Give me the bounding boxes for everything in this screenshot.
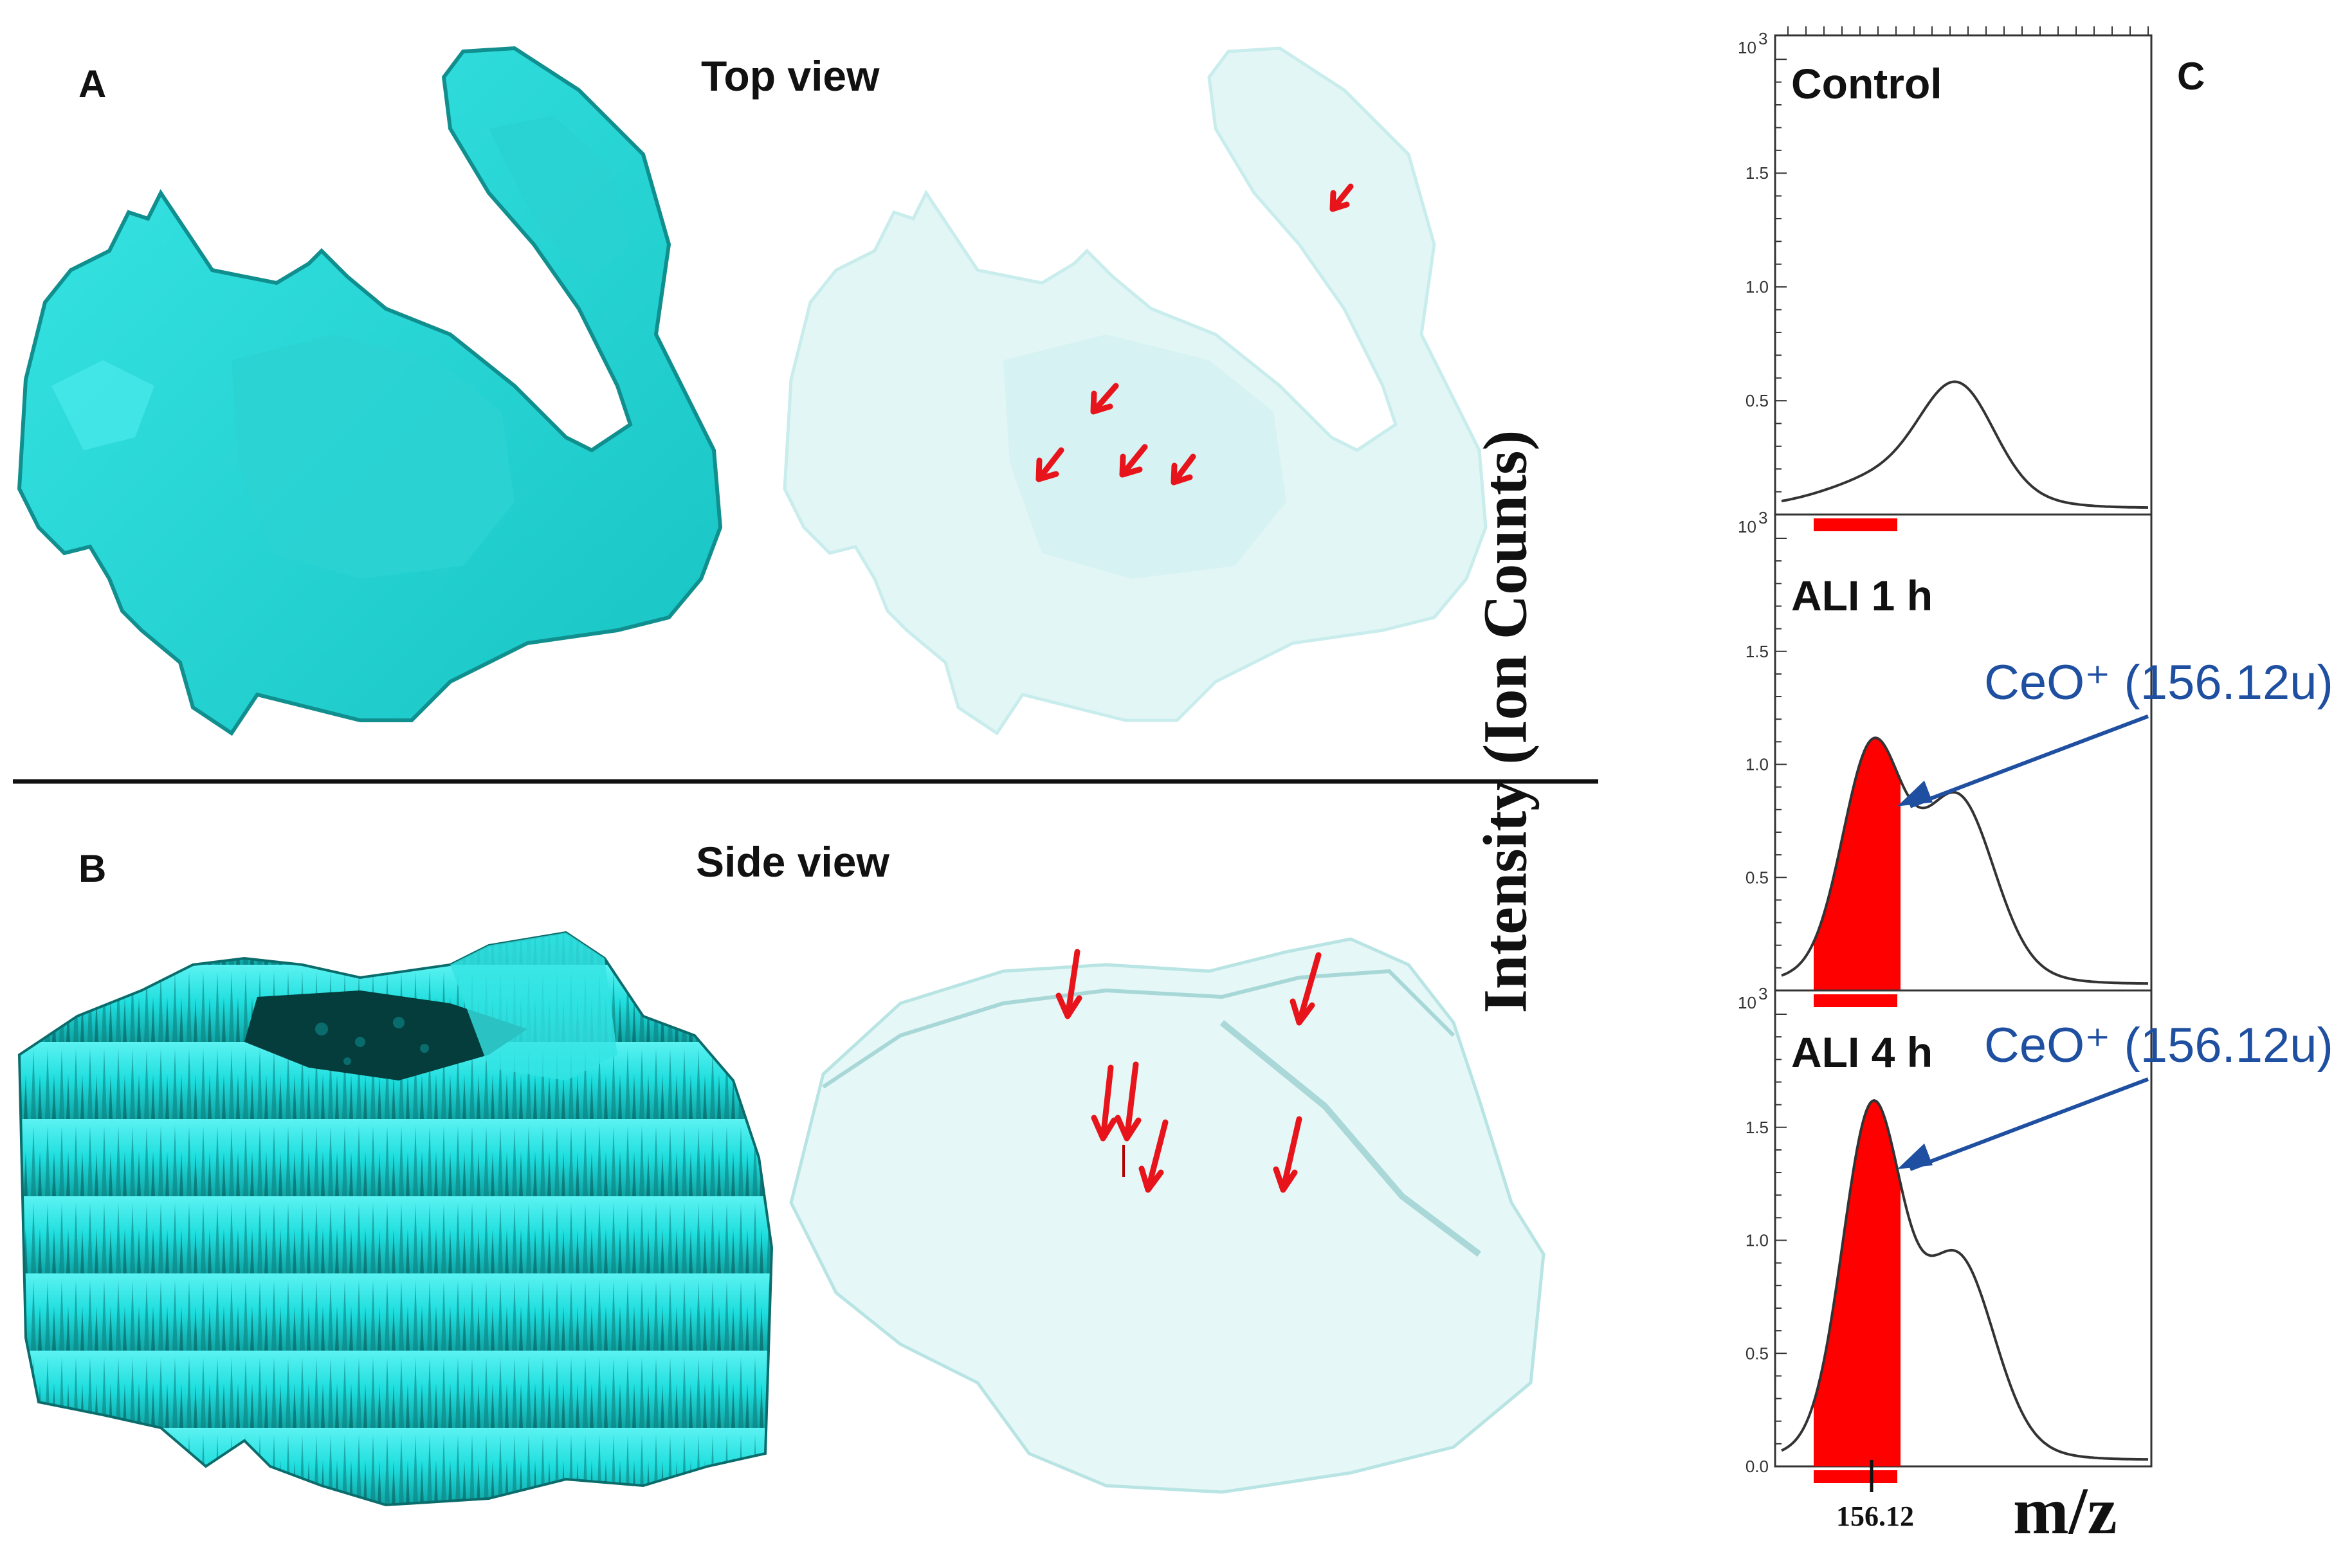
x-tick-label: 156.12 <box>1836 1500 1914 1532</box>
peak-fill-156 <box>1814 1100 1901 1466</box>
arrow-head-icon <box>1897 1143 1933 1169</box>
mass-window-bar <box>1814 994 1897 1007</box>
y-tick-label: 0.0 <box>1746 1457 1769 1476</box>
spectrum-line <box>1781 1099 2149 1461</box>
annotation-arrow <box>1909 1077 2149 1171</box>
y-tick-label: 1.0 <box>1746 755 1769 774</box>
panel-label-a: A <box>78 62 107 105</box>
y-tick-label: 0.5 <box>1746 868 1769 887</box>
y-tick-label: 1.5 <box>1746 163 1769 183</box>
y-tick-label: 1.0 <box>1746 1231 1769 1250</box>
cell-side-view-translucent <box>789 937 1545 1494</box>
y-exponent-label: 10 <box>1738 993 1756 1012</box>
cell-top-view-translucent <box>783 46 1488 736</box>
annotation-arrow <box>1909 714 2149 808</box>
mass-window-bar <box>1814 1470 1897 1483</box>
panel-label-b: B <box>78 847 107 890</box>
spectrum-title-control: Control <box>1791 60 1942 107</box>
y-tick-label: 0.5 <box>1746 391 1769 410</box>
arrow-icon <box>1035 183 1354 486</box>
spectrum-title-ali-1h: ALI 1 h <box>1791 572 1933 619</box>
y-exponent-power: 3 <box>1758 984 1767 1003</box>
top-view-title: Top view <box>701 52 880 100</box>
annotation-ceo-4h: CeO⁺ (156.12u) <box>1984 1018 2333 1073</box>
cell-side-view-solid <box>17 931 774 1507</box>
y-tick-label: 1.0 <box>1746 277 1769 296</box>
spectrum-line <box>1781 380 2148 509</box>
y-tick-label: 1.5 <box>1746 642 1769 661</box>
x-axis-label: m/z <box>2013 1474 2117 1548</box>
arrow-head-icon <box>1897 780 1933 807</box>
y-exponent-label: 10 <box>1738 38 1756 57</box>
y-tick-label: 0.5 <box>1746 1344 1769 1363</box>
y-exponent-power: 3 <box>1758 508 1767 527</box>
spectrum-line <box>1781 736 2149 985</box>
peak-fill-156 <box>1814 738 1901 990</box>
y-tick-label: 1.5 <box>1746 1118 1769 1137</box>
plot-frame <box>1774 989 2153 1468</box>
y-exponent-power: 3 <box>1758 29 1767 48</box>
panel-label-c: C <box>2177 55 2205 98</box>
y-exponent-label: 10 <box>1738 517 1756 536</box>
cell-top-view-solid <box>17 46 723 736</box>
annotation-ceo-1h: CeO⁺ (156.12u) <box>1984 655 2333 710</box>
side-view-title: Side view <box>696 838 889 886</box>
spectrum-title-ali-4h: ALI 4 h <box>1791 1028 1933 1076</box>
arrow-icon <box>1055 949 1322 1193</box>
mass-window-bar <box>1814 518 1897 531</box>
